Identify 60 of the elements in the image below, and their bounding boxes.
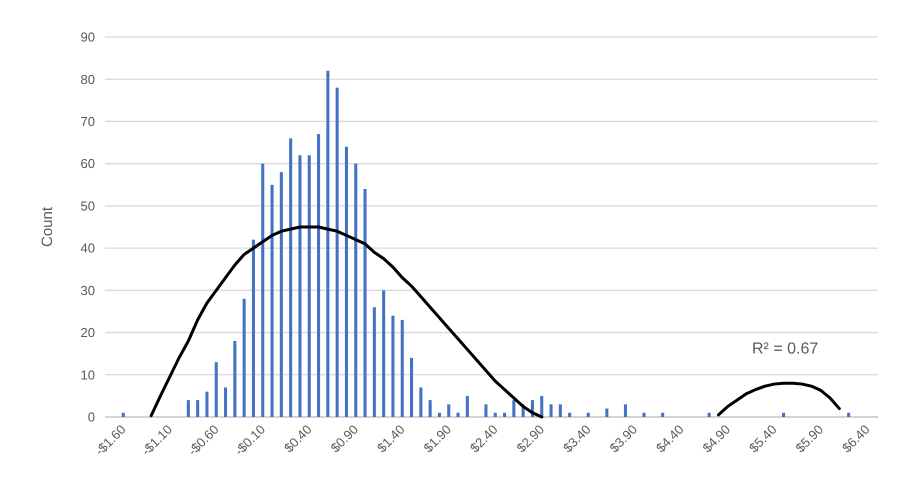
bar	[558, 404, 562, 417]
bar	[336, 88, 339, 417]
y-tick-label: 90	[80, 30, 95, 45]
bar	[400, 320, 404, 417]
bar	[354, 164, 358, 417]
bar	[391, 316, 394, 417]
bar	[503, 412, 506, 417]
bar	[410, 358, 414, 417]
bar	[624, 404, 627, 417]
bar	[847, 412, 850, 417]
bar	[782, 412, 786, 417]
bar	[494, 412, 497, 417]
bar	[568, 412, 572, 417]
bar	[364, 189, 367, 417]
bar	[642, 412, 646, 417]
bar	[466, 396, 469, 417]
bar	[122, 412, 125, 417]
bar	[270, 184, 274, 417]
bar	[205, 392, 208, 417]
bar	[280, 172, 283, 417]
bar	[447, 404, 450, 417]
y-tick-label: 30	[80, 282, 95, 298]
y-tick-label: 0	[88, 410, 95, 425]
bar	[550, 404, 553, 417]
bar	[540, 396, 544, 417]
bar	[419, 387, 422, 417]
bar	[214, 362, 218, 417]
y-tick-label: 50	[80, 198, 95, 214]
bar	[708, 412, 711, 417]
bar	[456, 412, 460, 417]
bar	[298, 155, 302, 417]
y-tick-label: 10	[80, 367, 95, 382]
bar	[382, 290, 386, 417]
bar	[344, 146, 348, 417]
bar	[484, 404, 488, 417]
y-axis-title: Count	[39, 206, 56, 248]
bar	[428, 400, 432, 417]
y-tick-label: 60	[80, 156, 95, 172]
bar	[289, 138, 292, 417]
bar	[605, 408, 608, 417]
bar	[661, 412, 664, 417]
bar	[261, 164, 264, 417]
bar	[224, 387, 228, 417]
y-tick-label: 80	[80, 72, 95, 87]
bar	[438, 412, 441, 417]
bar	[326, 70, 330, 417]
bar	[308, 155, 311, 417]
bar	[233, 341, 236, 417]
bar	[586, 412, 590, 417]
bar	[317, 134, 320, 417]
bar	[242, 298, 246, 417]
bar	[196, 400, 200, 417]
bar	[372, 307, 376, 417]
bar	[252, 240, 255, 417]
y-tick-label: 20	[80, 325, 95, 340]
bar	[186, 400, 190, 417]
annotation: R² = 0.67	[752, 340, 818, 358]
y-tick-label: 70	[80, 114, 95, 129]
y-tick-label: 40	[80, 240, 95, 256]
bar	[512, 400, 516, 417]
